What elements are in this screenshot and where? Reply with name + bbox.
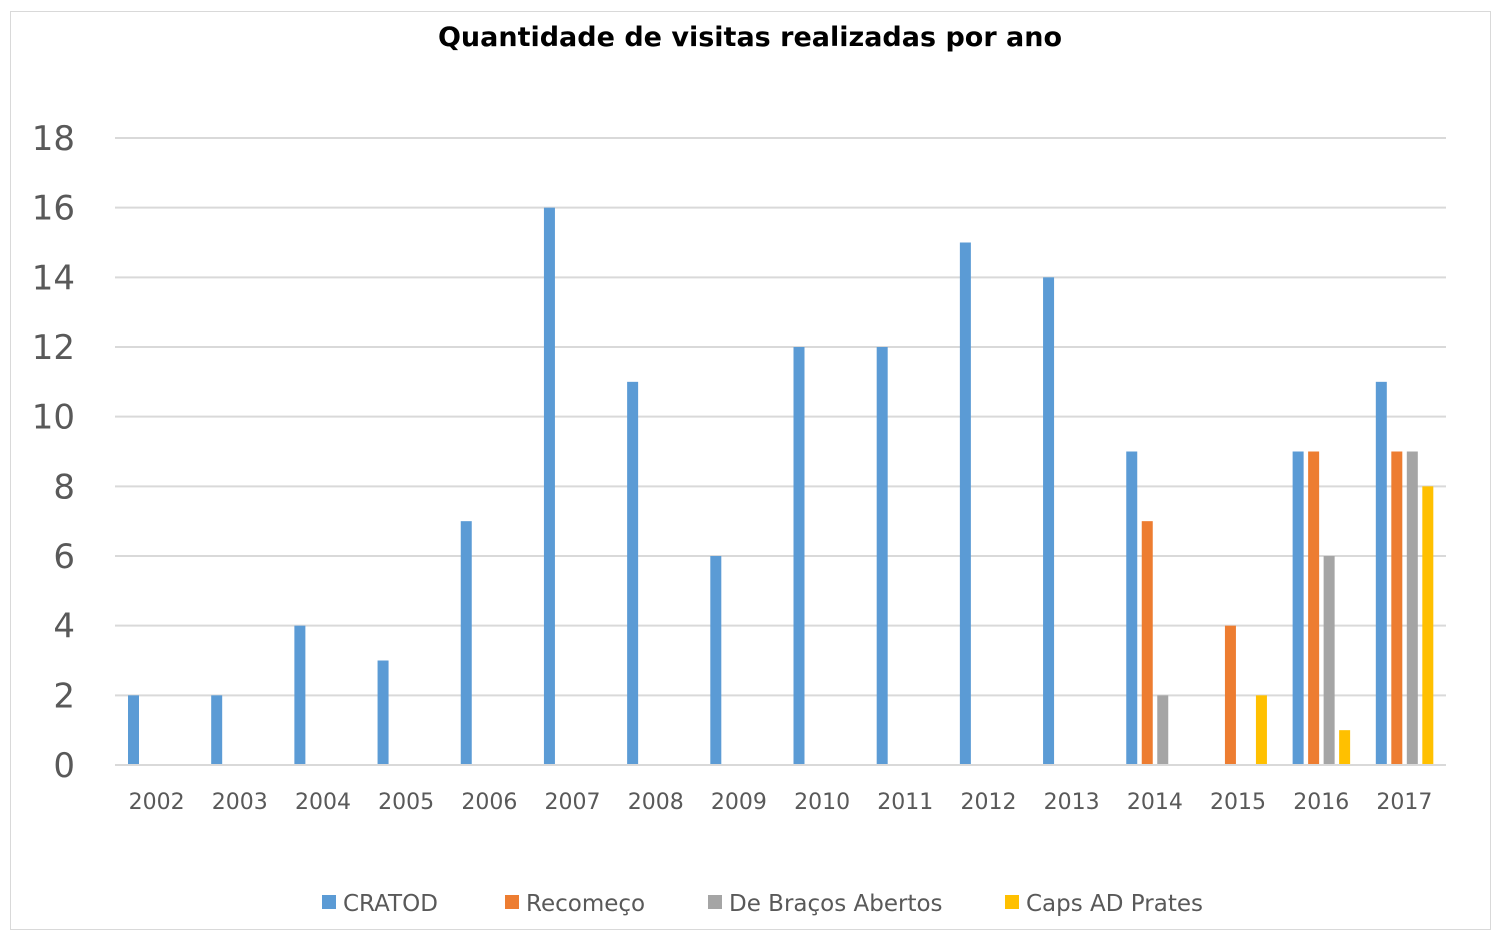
y-tick-label: 8 [53, 467, 75, 507]
bar-cratod-2010 [793, 347, 805, 765]
bar-cratod-2004 [294, 625, 306, 765]
legend-label: De Braços Abertos [729, 891, 943, 917]
bar-cratod-2011 [876, 347, 888, 765]
y-tick-label: 18 [32, 119, 75, 159]
x-tick-label: 2007 [545, 790, 601, 815]
y-tick-label: 6 [53, 537, 75, 577]
bar-cratod-2006 [460, 521, 472, 765]
legend-swatch [505, 895, 519, 909]
legend-swatch [708, 895, 722, 909]
y-tick-label: 4 [53, 607, 75, 647]
x-tick-label: 2017 [1376, 790, 1432, 815]
x-tick-label: 2004 [295, 790, 351, 815]
legend-swatch [1005, 895, 1019, 909]
legend-item: Recomeço [505, 891, 645, 917]
bar-de-bra-os-abertos-2014 [1157, 695, 1169, 765]
bar-cratod-2009 [710, 556, 722, 765]
legend-label: Caps AD Prates [1026, 891, 1203, 917]
bars [128, 207, 1434, 765]
bar-cratod-2014 [1126, 451, 1138, 765]
x-tick-label: 2005 [378, 790, 434, 815]
bar-caps-ad-prates-2016 [1339, 730, 1351, 765]
x-tick-label: 2012 [960, 790, 1016, 815]
bar-de-bra-os-abertos-2016 [1323, 556, 1335, 765]
legend-swatch [322, 895, 336, 909]
x-tick-label: 2016 [1293, 790, 1349, 815]
legend-label: Recomeço [526, 891, 645, 917]
bar-recome-o-2016 [1308, 451, 1320, 765]
y-tick-label: 10 [32, 398, 75, 438]
bar-cratod-2002 [128, 695, 139, 765]
legend-item: De Braços Abertos [708, 891, 943, 917]
x-tick-label: 2011 [877, 790, 933, 815]
x-tick-label: 2010 [794, 790, 850, 815]
y-tick-label: 0 [53, 746, 75, 786]
x-tick-label: 2006 [461, 790, 517, 815]
x-tick-label: 2008 [628, 790, 684, 815]
bar-caps-ad-prates-2015 [1255, 695, 1267, 765]
x-tick-label: 2015 [1210, 790, 1266, 815]
legend: CRATOD Recomeço De Braços Abertos Caps AD P… [322, 891, 1203, 917]
bar-cratod-2012 [959, 242, 971, 765]
bar-cratod-2016 [1292, 451, 1304, 765]
x-tick-label: 2009 [711, 790, 767, 815]
legend-item: CRATOD [322, 891, 438, 917]
legend-item: Caps AD Prates [1005, 891, 1203, 917]
bar-recome-o-2017 [1391, 451, 1403, 765]
bar-recome-o-2015 [1224, 625, 1236, 765]
x-tick-label: 2013 [1044, 790, 1100, 815]
chart-frame [10, 11, 1491, 930]
x-tick-label: 2003 [212, 790, 268, 815]
bar-cratod-2003 [211, 695, 223, 765]
y-tick-label: 16 [32, 189, 75, 229]
chart-title: Quantidade de visitas realizadas por ano [437, 22, 1063, 53]
bar-cratod-2007 [543, 207, 555, 765]
bar-cratod-2017 [1375, 381, 1387, 765]
bar-cratod-2013 [1043, 277, 1055, 765]
x-tick-label: 2002 [129, 790, 185, 815]
bar-caps-ad-prates-2017 [1422, 486, 1434, 765]
y-tick-label: 2 [53, 676, 75, 716]
y-tick-label: 14 [32, 258, 75, 298]
bar-recome-o-2014 [1141, 521, 1153, 765]
bar-cratod-2008 [627, 381, 639, 765]
gridlines [115, 137, 1446, 697]
y-tick-label: 12 [32, 328, 75, 368]
x-tick-label: 2014 [1127, 790, 1183, 815]
x-axis-ticks: 2002 2003 2004 2005 2006 2007 2008 2009 2010 2011… [129, 790, 1433, 815]
legend-label: CRATOD [343, 891, 438, 917]
bar-de-bra-os-abertos-2017 [1406, 451, 1418, 765]
y-axis-ticks: 0 2 4 6 8 10 12 14 16 18 [32, 119, 75, 786]
bar-cratod-2005 [377, 660, 389, 765]
